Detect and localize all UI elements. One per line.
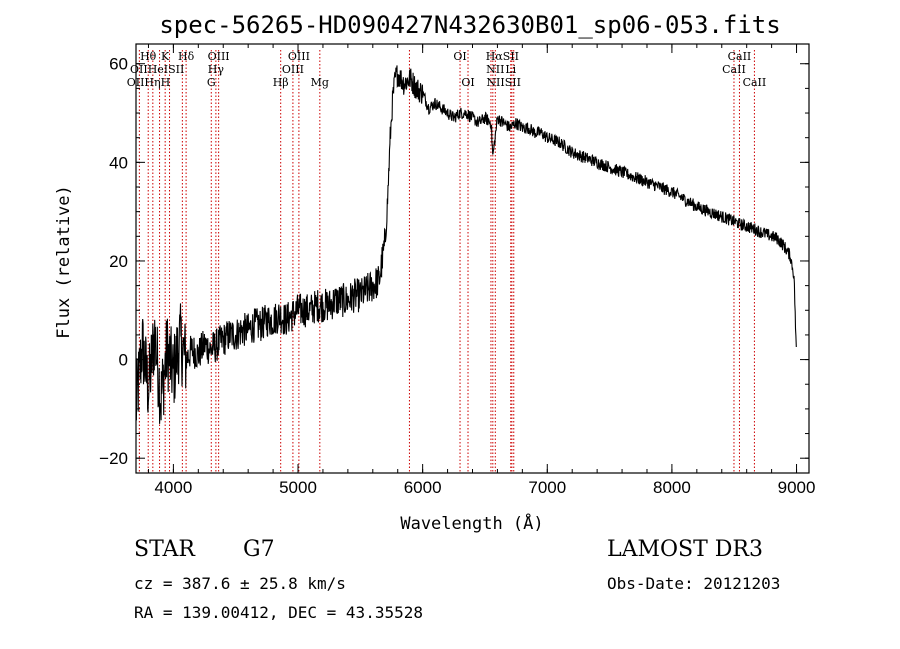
marker-label-13: CaII (722, 63, 746, 76)
x-tick-label-3: 7000 (528, 478, 566, 497)
marker-label-11: NII (486, 63, 504, 76)
x-tick-label-1: 5000 (279, 478, 317, 497)
marker-label-17: Mg (311, 76, 329, 89)
coordinates: RA = 139.00412, DEC = 43.35528 (134, 603, 423, 622)
marker-label-15: G (207, 76, 216, 89)
x-tick-label-4: 8000 (653, 478, 691, 497)
x-tick-label-2: 6000 (404, 478, 442, 497)
plot-frame (135, 43, 810, 474)
axes: 4000 5000 6000 7000 8000 9000 −20 0 20 40 60 (99, 44, 815, 497)
marker-label-4: OIII (288, 50, 310, 63)
x-tick-label-0: 4000 (154, 478, 192, 497)
x-axis-label: Wavelength (Å) (400, 512, 543, 534)
marker-label-20: CaII (743, 76, 767, 89)
chart-title: spec-56265-HD090427N432630B01_sp06-053.f… (159, 11, 780, 39)
y-axis-label: Flux (relative) (54, 185, 74, 339)
marker-label-0: Hθ (140, 50, 157, 63)
object-subclass: G7 (243, 537, 275, 562)
object-class: STAR (134, 537, 195, 562)
survey-name: LAMOST DR3 (607, 537, 763, 562)
marker-label-3: OIII (208, 50, 230, 63)
marker-label-19: NIISII (486, 76, 521, 89)
spectrum-line (135, 65, 797, 424)
y-tick-label-2: 20 (109, 252, 128, 271)
y-tick-label-1: 0 (119, 351, 128, 370)
marker-label-10: OIII (282, 63, 304, 76)
marker-label-9: Hγ (208, 63, 225, 76)
marker-label-18: OI (461, 76, 474, 89)
y-tick-label-0: −20 (99, 449, 128, 468)
marker-label-2: Hδ (178, 50, 195, 63)
y-tick-label-4: 60 (109, 55, 128, 74)
marker-label-16: Hβ (273, 76, 289, 89)
marker-label-1: K (161, 50, 170, 63)
marker-label-7: CaII (728, 50, 752, 63)
y-tick-label-3: 40 (109, 153, 128, 172)
marker-label-12: Li (505, 63, 516, 76)
marker-label-6: HαSII (486, 50, 519, 63)
marker-label-14: OIIHηH (127, 76, 170, 89)
redshift-cz: cz = 387.6 ± 25.8 km/s (134, 574, 346, 593)
marker-label-8: OIIHeISII (130, 63, 184, 76)
x-tick-label-5: 9000 (778, 478, 816, 497)
observation-date: Obs-Date: 20121203 (607, 574, 781, 593)
marker-label-5: OI (453, 50, 466, 63)
